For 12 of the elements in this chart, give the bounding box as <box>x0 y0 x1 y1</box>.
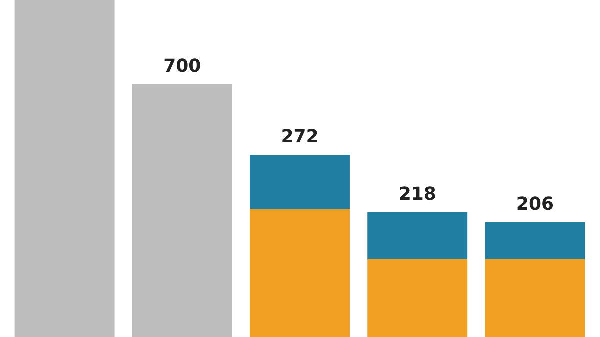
bar <box>485 259 586 337</box>
bar <box>485 222 586 260</box>
bar <box>14 0 115 337</box>
bar <box>368 259 468 337</box>
annotation: 700 <box>164 56 202 77</box>
bar <box>250 155 350 209</box>
annotation: 218 <box>398 184 436 205</box>
annotation: 272 <box>281 126 319 148</box>
bar <box>250 208 350 337</box>
annotation: 206 <box>516 194 554 216</box>
bar <box>132 84 232 337</box>
bar <box>368 212 468 260</box>
